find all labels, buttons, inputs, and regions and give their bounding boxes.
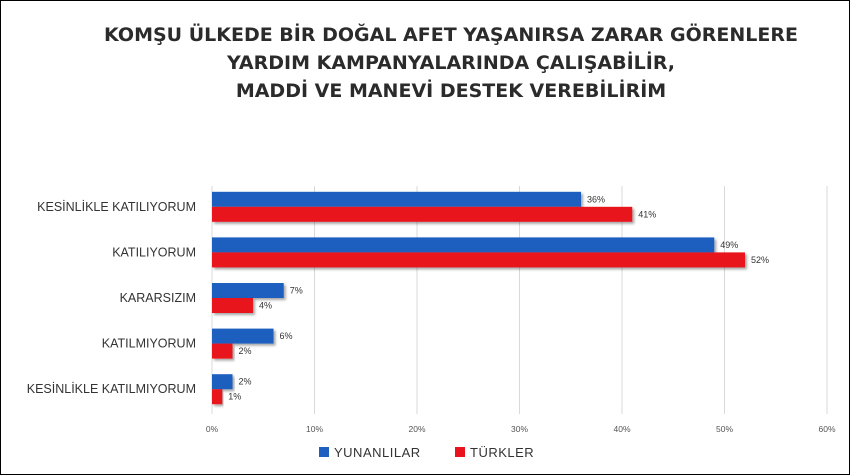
category-axis: KESİNLİKLE KATILIYORUM KATILIYORUM KARARSI… xyxy=(27,200,196,396)
x-tick-label: 30% xyxy=(511,424,528,434)
value-axis: 0% 10% 20% 30% 40% 50% 60% xyxy=(206,424,836,434)
category-label-kesinlikle-katiliyorum: KESİNLİKLE KATILIYORUM xyxy=(37,200,196,214)
x-tick-label: 40% xyxy=(613,424,630,434)
legend-label-turkler: TÜRKLER xyxy=(470,445,534,460)
bar-yunanlilar-kesinlikle-katilmiyorum xyxy=(212,374,233,390)
bar-yunanlilar-kesinlikle-katiliyorum xyxy=(212,191,581,207)
chart-title-line-3: MADDİ VE MANEVİ DESTEK VEREBİLİRİM xyxy=(236,78,666,102)
legend-label-yunanlilar: YUNANLILAR xyxy=(334,445,421,460)
bar-turkler-kesinlikle-katiliyorum xyxy=(212,206,633,222)
data-labels: 36% 41% 49% 52% 7% 4% 6% 2% 2% 1% xyxy=(228,194,769,401)
data-label-yunanlilar-katilmiyorum: 6% xyxy=(280,331,293,341)
legend: YUNANLILAR TÜRKLER xyxy=(319,445,534,460)
data-label-turkler-katiliyorum: 52% xyxy=(751,255,769,265)
category-label-kararsizim: KARARSIZIM xyxy=(120,291,196,305)
chart-title-line-1: KOMŞU ÜLKEDE BİR DOĞAL AFET YAŞANIRSA ZA… xyxy=(104,22,798,46)
data-label-turkler-katilmiyorum: 2% xyxy=(239,346,252,356)
category-label-katiliyorum: KATILIYORUM xyxy=(112,245,196,259)
data-label-yunanlilar-katiliyorum: 49% xyxy=(720,240,738,250)
data-label-turkler-kararsizim: 4% xyxy=(259,301,272,311)
data-label-turkler-kesinlikle-katiliyorum: 41% xyxy=(638,209,656,219)
data-label-yunanlilar-kesinlikle-katiliyorum: 36% xyxy=(587,194,605,204)
bar-turkler-kararsizim xyxy=(212,298,253,313)
x-tick-label: 20% xyxy=(408,424,425,434)
legend-swatch-turkler xyxy=(455,447,465,457)
x-tick-label: 50% xyxy=(716,424,733,434)
x-tick-label: 60% xyxy=(818,424,835,434)
bar-yunanlilar-kararsizim xyxy=(212,283,284,298)
bar-turkler-katiliyorum xyxy=(212,252,745,268)
x-tick-label: 10% xyxy=(306,424,323,434)
data-label-yunanlilar-kesinlikle-katilmiyorum: 2% xyxy=(239,377,252,387)
data-label-turkler-kesinlikle-katilmiyorum: 1% xyxy=(228,392,241,402)
bar-turkler-katilmiyorum xyxy=(212,343,233,359)
legend-swatch-yunanlilar xyxy=(319,447,329,457)
bar-yunanlilar-katiliyorum xyxy=(212,237,715,253)
bar-yunanlilar-katilmiyorum xyxy=(212,328,274,344)
bars xyxy=(212,191,745,405)
gridlines xyxy=(211,186,828,414)
x-tick-label: 0% xyxy=(206,424,219,434)
data-label-yunanlilar-kararsizim: 7% xyxy=(290,286,303,296)
chart-title-line-2: YARDIM KAMPANYALARINDA ÇALIŞABİLİR, xyxy=(226,50,675,74)
chart-title: KOMŞU ÜLKEDE BİR DOĞAL AFET YAŞANIRSA ZA… xyxy=(104,22,798,102)
bar-turkler-kesinlikle-katilmiyorum xyxy=(212,389,223,405)
category-label-katilmiyorum: KATILMIYORUM xyxy=(102,337,196,351)
category-label-kesinlikle-katilmiyorum: KESİNLİKLE KATILMIYORUM xyxy=(27,382,196,396)
